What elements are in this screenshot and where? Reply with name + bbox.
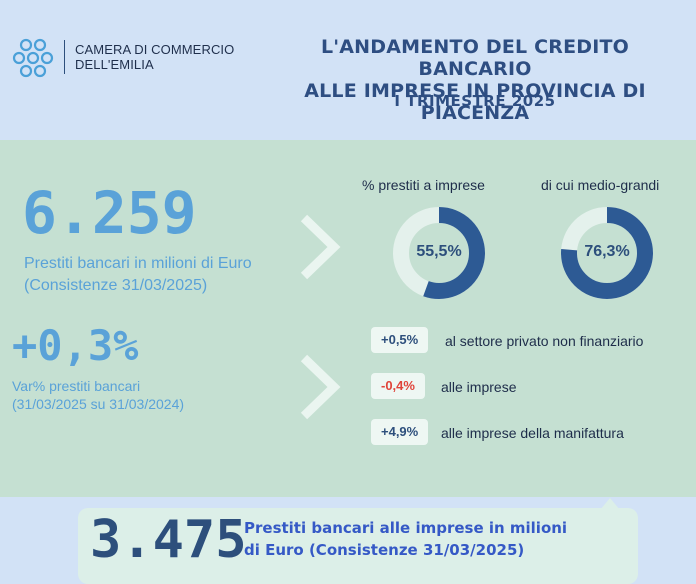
chevron-right-icon [298, 212, 342, 282]
total-loans-description: Prestiti bancari in milioni di Euro (Con… [24, 253, 252, 297]
business-loans-desc-line-1: Prestiti bancari alle imprese in milioni [244, 519, 568, 537]
loan-variation-description: Var% prestiti bancari (31/03/2025 su 31/… [12, 377, 184, 413]
title-line-1: L'ANDAMENTO DEL CREDITO BANCARIO [320, 36, 630, 80]
page-subtitle: I TRIMESTRE 2025 [394, 92, 556, 110]
page-title: L'ANDAMENTO DEL CREDITO BANCARIO ALLE IM… [270, 36, 680, 124]
donut-arc-0 [393, 207, 485, 299]
donut-value-medium-large: 76,3% [584, 243, 630, 260]
donut-value-business-loans: 55,5% [416, 243, 462, 260]
total-loans-desc-line-1: Prestiti bancari in milioni di Euro [24, 255, 252, 272]
donut-label-business-loans: % prestiti a imprese [362, 177, 485, 193]
stats-panel [0, 140, 696, 497]
total-loans-desc-line-2: (Consistenze 31/03/2025) [24, 277, 208, 294]
business-loans-desc-line-2: di Euro (Consistenze 31/03/2025) [244, 541, 525, 559]
logo-divider [64, 40, 65, 74]
variation-text-private-sector: al settore privato non finanziario [445, 333, 644, 349]
callout-notch [600, 498, 620, 510]
business-loans-callout [78, 508, 638, 584]
total-loans-value: 6.259 [22, 179, 197, 247]
logo-line-1: CAMERA DI COMMERCIO [75, 42, 235, 57]
business-loans-description: Prestiti bancari alle imprese in milioni… [244, 517, 567, 561]
donut-chart-medium-large [559, 205, 655, 301]
loan-variation-desc-line-2: (31/03/2025 su 31/03/2024) [12, 396, 185, 412]
loan-variation-desc-line-1: Var% prestiti bancari [12, 378, 141, 394]
donut-label-medium-large: di cui medio-grandi [541, 177, 660, 193]
donut-arc-1 [561, 207, 653, 299]
variation-text-manufacturing: alle imprese della manifattura [441, 425, 624, 441]
chevron-right-icon [298, 352, 342, 422]
variation-badge-private-sector: +0,5% [371, 327, 429, 353]
donut-chart-business-loans [391, 205, 487, 301]
loan-variation-value: +0,3% [12, 321, 139, 370]
variation-text-businesses: alle imprese [441, 379, 517, 395]
logo-line-2: DELL'EMILIA [75, 57, 154, 72]
variation-badge-businesses: -0,4% [371, 373, 425, 399]
variation-badge-manufacturing: +4,9% [371, 419, 429, 445]
logo-text: CAMERA DI COMMERCIO DELL'EMILIA [75, 42, 234, 72]
title-line-2: ALLE IMPRESE IN PROVINCIA DI PIACENZA [304, 80, 646, 124]
business-loans-value: 3.475 [90, 510, 247, 570]
logo-icon [12, 36, 54, 80]
